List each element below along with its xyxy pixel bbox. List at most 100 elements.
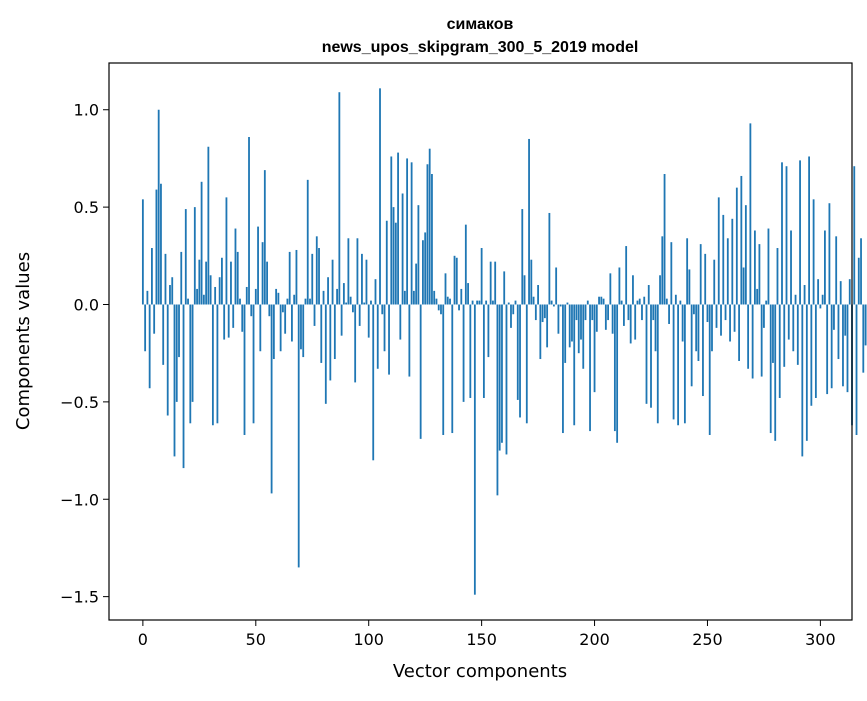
bar-268 [747, 305, 749, 369]
bar-26 [201, 182, 203, 305]
bar-147 [474, 305, 476, 595]
bar-271 [754, 230, 756, 304]
bar-236 [675, 295, 677, 305]
bar-154 [490, 262, 492, 305]
bar-279 [772, 305, 774, 363]
bar-35 [221, 258, 223, 305]
bar-107 [384, 305, 386, 352]
bar-57 [271, 305, 273, 494]
bar-294 [806, 305, 808, 441]
bar-312 [847, 305, 849, 393]
bar-69 [298, 305, 300, 568]
bar-261 [731, 219, 733, 305]
x-tick-label: 100 [353, 630, 384, 649]
bar-74 [309, 299, 311, 305]
bar-155 [492, 301, 494, 305]
bar-97 [361, 254, 363, 305]
bar-130 [436, 299, 438, 305]
bar-244 [693, 305, 695, 315]
bar-288 [792, 305, 794, 352]
bar-99 [366, 260, 368, 305]
bar-108 [386, 221, 388, 305]
bar-10 [165, 254, 167, 305]
bar-183 [555, 267, 557, 304]
bar-286 [788, 305, 790, 340]
bar-270 [752, 305, 754, 379]
bar-4 [151, 248, 153, 304]
bar-60 [277, 293, 279, 305]
bar-103 [375, 279, 377, 304]
bar-116 [404, 291, 406, 305]
bar-222 [643, 297, 645, 305]
bar-226 [652, 305, 654, 321]
bar-274 [761, 305, 763, 377]
bar-30 [210, 275, 212, 304]
bar-101 [370, 301, 372, 305]
x-tick-label: 50 [246, 630, 266, 649]
bar-58 [273, 305, 275, 360]
bar-301 [822, 295, 824, 305]
bar-287 [790, 230, 792, 304]
bar-92 [350, 297, 352, 305]
y-tick-label: −0.5 [60, 393, 99, 412]
bar-253 [713, 260, 715, 305]
bar-320 [865, 305, 867, 346]
bar-201 [596, 305, 598, 332]
bar-54 [264, 170, 266, 304]
bar-105 [379, 88, 381, 304]
bar-162 [508, 303, 510, 305]
bar-156 [494, 262, 496, 305]
bar-232 [666, 299, 668, 305]
bar-266 [743, 267, 745, 304]
bar-45 [244, 305, 246, 435]
bar-195 [582, 305, 584, 369]
bar-309 [840, 281, 842, 304]
bar-260 [729, 305, 731, 342]
bar-252 [711, 305, 713, 352]
bar-31 [212, 305, 214, 426]
bar-185 [560, 305, 562, 307]
x-tick-label: 150 [466, 630, 497, 649]
bar-66 [291, 305, 293, 342]
bar-14 [174, 305, 176, 457]
bar-305 [831, 305, 833, 389]
bar-51 [257, 227, 259, 305]
bar-135 [447, 297, 449, 305]
bar-20 [187, 299, 189, 305]
bar-167 [519, 305, 521, 418]
bar-15 [176, 305, 178, 402]
x-tick-label: 0 [138, 630, 148, 649]
bar-77 [316, 236, 318, 304]
bar-171 [528, 139, 530, 305]
bar-280 [774, 305, 776, 441]
bar-46 [246, 287, 248, 305]
bar-215 [628, 305, 630, 321]
bar-218 [634, 305, 636, 340]
bar-68 [296, 250, 298, 305]
bar-129 [433, 291, 435, 305]
bar-145 [469, 305, 471, 398]
chart-title-line1: симаков [447, 16, 514, 33]
bar-173 [533, 297, 535, 305]
bar-179 [546, 305, 548, 348]
y-tick-label: 1.0 [74, 101, 99, 120]
bar-89 [343, 283, 345, 304]
bar-319 [862, 305, 864, 373]
x-axis-label: Vector components [393, 661, 567, 682]
bar-70 [300, 305, 302, 350]
bar-278 [770, 305, 772, 434]
bar-233 [668, 305, 670, 324]
bar-73 [307, 180, 309, 305]
bar-238 [679, 301, 681, 305]
bar-44 [241, 305, 243, 332]
bar-291 [799, 160, 801, 304]
bar-9 [162, 305, 164, 365]
y-tick-label: 0.5 [74, 198, 99, 217]
bar-75 [311, 254, 313, 305]
bar-146 [472, 301, 474, 305]
bar-153 [488, 305, 490, 358]
bar-190 [571, 305, 573, 342]
bar-165 [515, 301, 517, 305]
bar-61 [280, 305, 282, 352]
bar-273 [759, 244, 761, 304]
